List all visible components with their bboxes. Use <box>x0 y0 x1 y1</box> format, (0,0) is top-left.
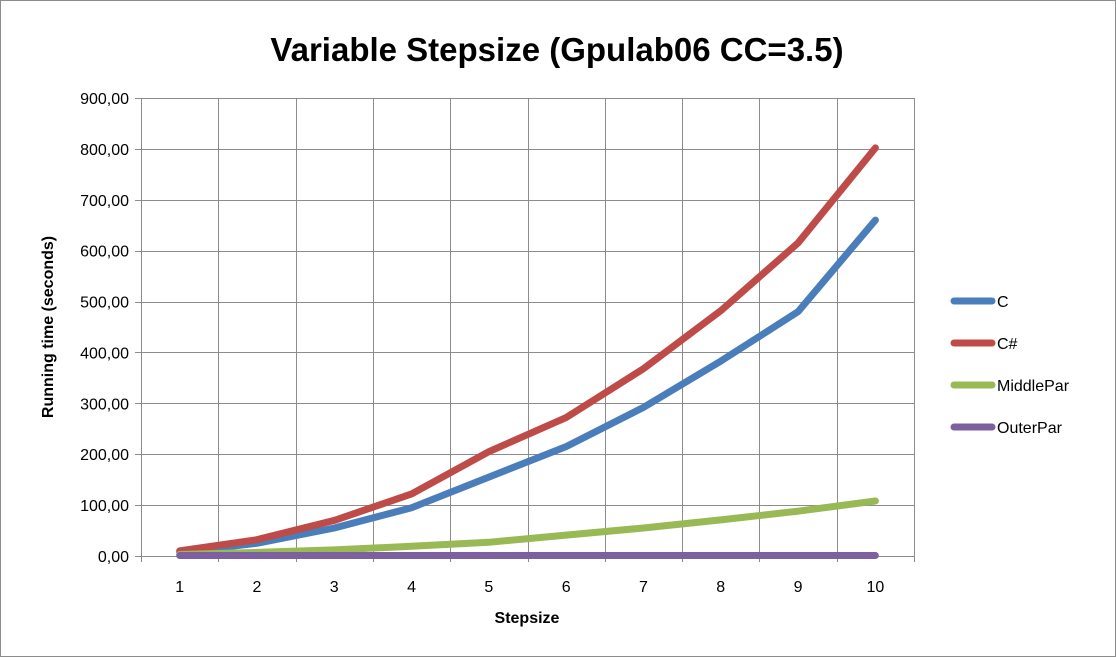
y-axis-ticks: 0,00 100,00 200,00 300,00 400,00 500,00 600,00… <box>80 91 129 566</box>
series-line-c <box>176 216 879 556</box>
y-tick-label: 300,00 <box>80 396 129 413</box>
x-tick-label: 6 <box>562 579 571 596</box>
y-tick-label: 500,00 <box>80 295 129 312</box>
x-tick-label: 2 <box>252 579 261 596</box>
x-axis-ticks: 1 2 3 4 5 6 7 8 9 10 <box>175 579 884 596</box>
y-tick-label: 400,00 <box>80 345 129 362</box>
series-line-c- <box>176 144 879 555</box>
legend-label: C# <box>997 336 1018 353</box>
legend-label: MiddlePar <box>997 378 1070 395</box>
y-tick-label: 600,00 <box>80 244 129 261</box>
x-axis-title: Stepsize <box>495 610 560 627</box>
x-tick-label: 5 <box>484 579 493 596</box>
y-tick-label: 900,00 <box>80 91 129 108</box>
x-tick-label: 7 <box>639 579 648 596</box>
x-tick-label: 4 <box>407 579 416 596</box>
legend-item[interactable]: MiddlePar <box>950 378 1070 395</box>
legend-item[interactable]: C <box>950 294 1009 311</box>
x-tick-label: 1 <box>175 579 184 596</box>
y-axis-title: Running time (seconds) <box>40 236 57 418</box>
legend-label: C <box>997 294 1009 311</box>
legend[interactable]: C C# MiddlePar OuterPar <box>950 294 1070 437</box>
legend-label: OuterPar <box>997 420 1063 437</box>
chart-title: Variable Stepsize (Gpulab06 CC=3.5) <box>270 31 843 68</box>
series-lines <box>176 144 879 559</box>
x-tick-label: 9 <box>794 579 803 596</box>
y-tick-label: 0,00 <box>98 549 129 566</box>
legend-item[interactable]: OuterPar <box>950 420 1063 437</box>
x-tick-label: 8 <box>716 579 725 596</box>
y-tick-label: 700,00 <box>80 193 129 210</box>
plot-grid <box>135 98 915 562</box>
series-line-middlepar <box>176 497 879 558</box>
y-tick-label: 100,00 <box>80 498 129 515</box>
x-tick-label: 3 <box>330 579 339 596</box>
y-tick-label: 800,00 <box>80 142 129 159</box>
legend-item[interactable]: C# <box>950 336 1018 353</box>
y-tick-label: 200,00 <box>80 447 129 464</box>
x-tick-label: 10 <box>866 579 884 596</box>
